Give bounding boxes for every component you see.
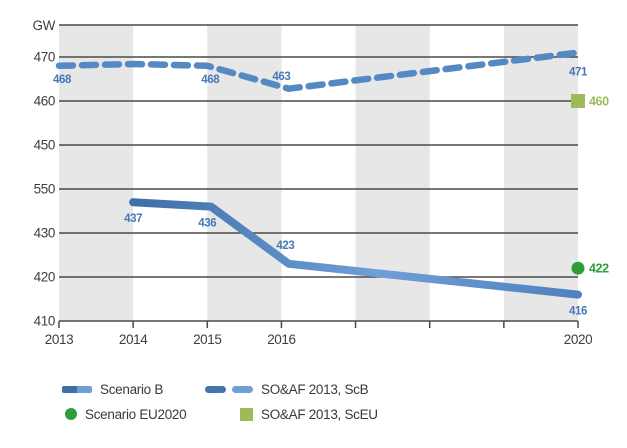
legend-item-soaf-sceu: SO&AF 2013, ScEU [240,406,378,422]
eu2020-point [571,261,585,275]
y-tick-label: 550 [34,182,55,197]
data-label: 436 [198,218,216,230]
x-tick-label: 2015 [193,332,221,347]
y-tick-label: 410 [34,314,55,329]
scenario-b-line [129,198,582,299]
legend-item-scenario-eu2020: Scenario EU2020 [65,406,187,422]
green-square-swatch [240,407,253,421]
y-axis-unit-label: GW [33,18,56,33]
legend-item-scenario-b: Scenario B [62,381,163,397]
dashed-line-swatch [205,385,253,393]
alternating-band [503,25,578,321]
marker-label: 422 [589,262,609,276]
marker-label: 460 [589,95,609,109]
legend-label: SO&AF 2013, ScEU [261,406,378,422]
x-tick-label: 2014 [119,332,148,347]
data-label: 437 [124,213,142,225]
x-tick-label: 2013 [45,332,73,347]
x-tick-label: 2020 [564,332,592,347]
data-label: 471 [569,67,588,79]
green-circle-swatch [65,408,77,420]
alternating-band [59,25,134,321]
y-tick-label: 450 [34,138,55,153]
x-tick-label: 2016 [267,332,295,347]
data-label: 468 [53,74,72,86]
data-label: 423 [276,240,294,252]
soaf-scb-line [55,49,582,92]
legend-label: Scenario B [100,381,164,397]
y-tick-label: 470 [34,50,55,65]
data-label: 463 [272,71,290,83]
solid-line-swatch [62,385,92,393]
line-chart: 470 460 450 550 430 420 410 GW 2013 2014 2015 2016 2… [33,18,610,347]
y-tick-label: 420 [34,270,55,285]
data-label: 416 [569,306,587,318]
legend-label: SO&AF 2013, ScB [261,381,369,397]
data-label: 468 [201,74,220,86]
y-tick-label: 430 [34,226,55,241]
legend-label: Scenario EU2020 [85,406,187,422]
y-tick-label: 460 [34,94,55,109]
chart-legend: Scenario B SO&AF 2013, ScB Scenario EU20… [0,368,627,448]
legend-item-soaf-scb: SO&AF 2013, ScB [205,381,369,397]
sceu-point [571,94,585,108]
